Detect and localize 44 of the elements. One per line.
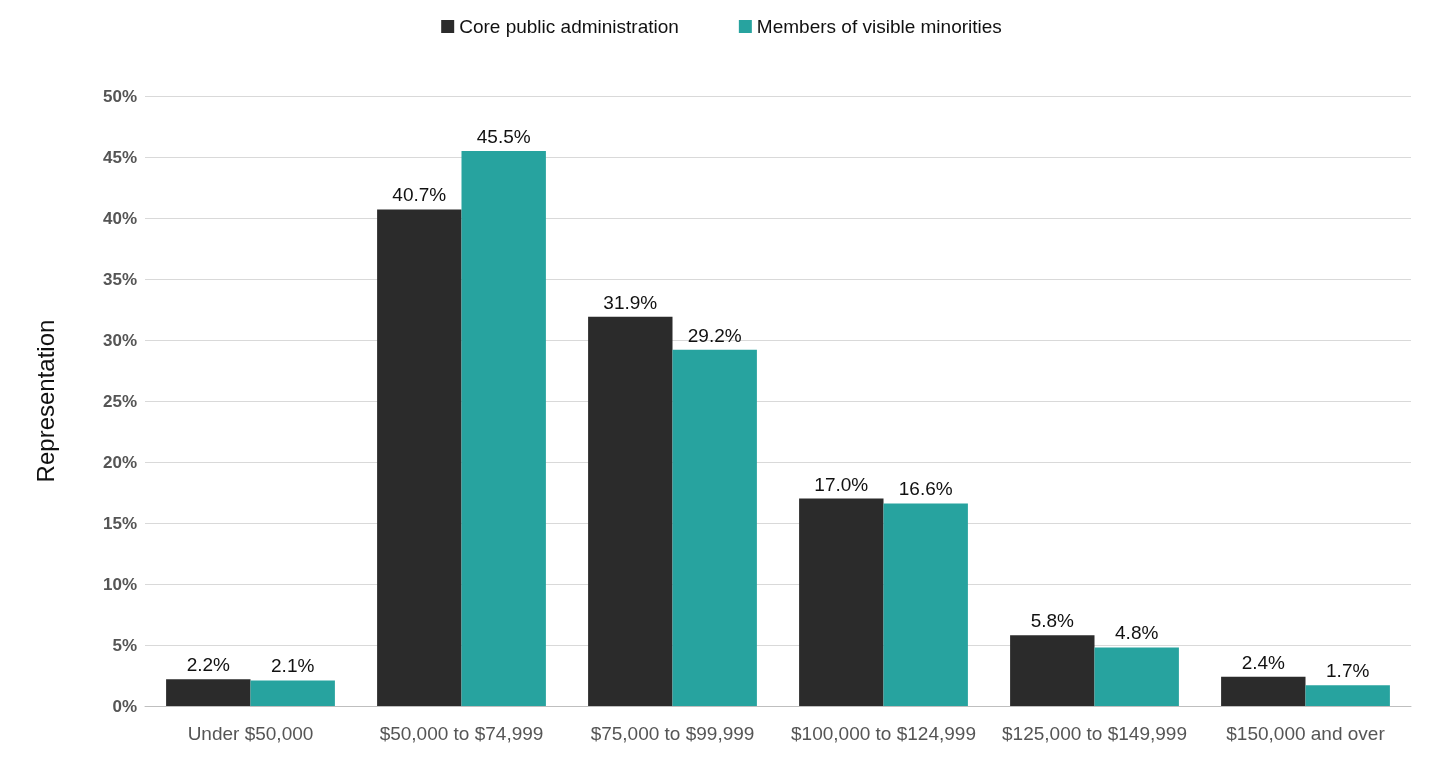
x-tick-label: $125,000 to $149,999 (1002, 722, 1187, 744)
x-tick-label: $100,000 to $124,999 (791, 722, 976, 744)
bar (799, 498, 884, 706)
y-tick-label: 45% (102, 147, 137, 167)
y-tick-label: 50% (102, 86, 137, 106)
bar (1305, 685, 1390, 706)
y-tick-label: 5% (112, 635, 137, 655)
data-label: 1.7% (1326, 660, 1370, 682)
bar (461, 150, 546, 706)
bar (588, 316, 673, 706)
bar (1094, 647, 1179, 706)
y-tick-label: 30% (102, 330, 137, 350)
data-label: 4.8% (1115, 622, 1159, 644)
y-tick-label: 40% (102, 208, 137, 228)
data-label: 29.2% (687, 324, 742, 346)
bar (1221, 676, 1306, 706)
x-tick-label: $75,000 to $99,999 (590, 722, 755, 744)
data-label: 16.6% (898, 478, 953, 500)
data-label: 2.1% (271, 655, 315, 677)
bar (250, 680, 335, 706)
y-axis-title: Representation (31, 319, 59, 483)
data-label: 2.2% (186, 654, 231, 676)
y-tick-label: 10% (102, 574, 137, 594)
bar (1010, 635, 1095, 706)
y-tick-label: 25% (102, 391, 137, 411)
bar (883, 503, 968, 706)
y-tick-label: 35% (102, 269, 137, 289)
x-tick-label: Under $50,000 (187, 722, 314, 744)
bar (377, 209, 462, 706)
data-label: 40.7% (392, 184, 447, 206)
legend-label: Core public administration (459, 16, 679, 37)
y-tick-label: 20% (102, 452, 137, 472)
bar (166, 679, 251, 706)
legend-label: Members of visible minorities (756, 16, 1002, 37)
x-tick-label: $50,000 to $74,999 (379, 722, 544, 744)
y-tick-label: 0% (112, 696, 137, 716)
data-label: 45.5% (476, 125, 531, 147)
x-tick-label: $150,000 and over (1226, 722, 1386, 744)
y-tick-label: 15% (102, 513, 137, 533)
data-label: 17.0% (814, 473, 869, 495)
data-label: 2.4% (1241, 651, 1286, 673)
data-label: 5.8% (1030, 610, 1075, 632)
bar (672, 349, 757, 706)
data-label: 31.9% (603, 291, 658, 313)
